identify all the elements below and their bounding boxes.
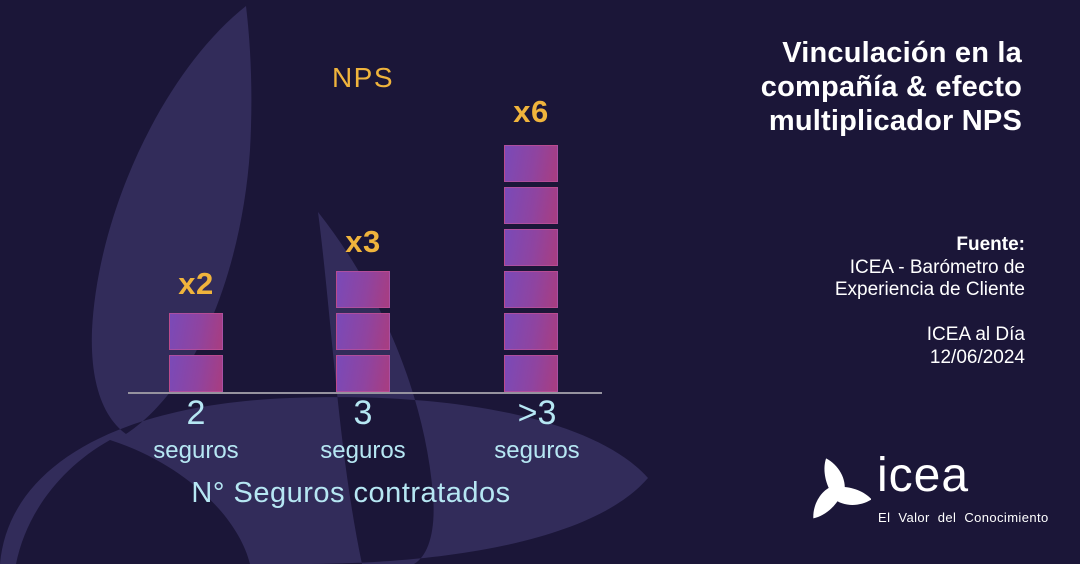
category-value: >3	[517, 394, 557, 432]
bar-unit-block	[336, 355, 390, 392]
bar-unit-block	[504, 145, 558, 182]
bar-unit-block	[169, 313, 223, 350]
icea-logo: icea El Valor del Conocimiento	[803, 449, 1048, 532]
source-line-2: Experiencia de Cliente	[834, 279, 1025, 300]
bar-unit-block	[504, 271, 558, 308]
title-line-1: Vinculación en la	[782, 37, 1022, 69]
bar-unit-block	[504, 355, 558, 392]
bar-unit-block	[504, 229, 558, 266]
category-label-gt3-seguros: >3 seguros	[467, 396, 607, 463]
bar-value-label-x2: x2	[178, 266, 214, 301]
publication-date: 12/06/2024	[929, 346, 1025, 368]
source-label: Fuente:	[956, 234, 1025, 255]
title-line-3: multiplicador NPS	[768, 105, 1022, 137]
category-value: 3	[353, 394, 373, 432]
title-line-2: compañía & efecto	[760, 71, 1022, 103]
bar-unit-block	[336, 313, 390, 350]
bar-3-seguros	[336, 271, 390, 392]
publication-name: ICEA al Día	[926, 324, 1025, 345]
bar-value-label-x6: x6	[513, 94, 549, 129]
bar-unit-block	[336, 271, 390, 308]
y-axis-nps-label: NPS	[331, 62, 395, 93]
category-unit: seguros	[153, 437, 239, 464]
x-axis-baseline	[128, 392, 602, 394]
category-label-3-seguros: 3 seguros	[293, 396, 433, 463]
bar-2-seguros	[169, 313, 223, 392]
source-line-1: ICEA - Barómetro de	[849, 256, 1025, 278]
bar-unit-block	[504, 187, 558, 224]
x-axis-title: N° Seguros contratados	[191, 477, 511, 509]
source-attribution: Fuente: ICEA - Barómetro de Experiencia …	[705, 234, 1025, 302]
icea-tagline: El Valor del Conocimiento	[878, 510, 1049, 525]
bar-gt3-seguros	[504, 145, 558, 392]
category-unit: seguros	[494, 437, 580, 464]
bar-unit-block	[169, 355, 223, 392]
icea-wordmark: icea	[877, 449, 970, 502]
bar-value-label-x3: x3	[345, 224, 381, 259]
category-value: 2	[186, 394, 206, 432]
icea-pinwheel-icon	[813, 458, 871, 519]
page-title: Vinculación en la compañía & efecto mult…	[602, 36, 1022, 138]
category-unit: seguros	[320, 437, 406, 464]
category-label-2-seguros: 2 seguros	[126, 396, 266, 463]
publication-info: ICEA al Día 12/06/2024	[705, 324, 1025, 369]
bar-unit-block	[504, 313, 558, 350]
